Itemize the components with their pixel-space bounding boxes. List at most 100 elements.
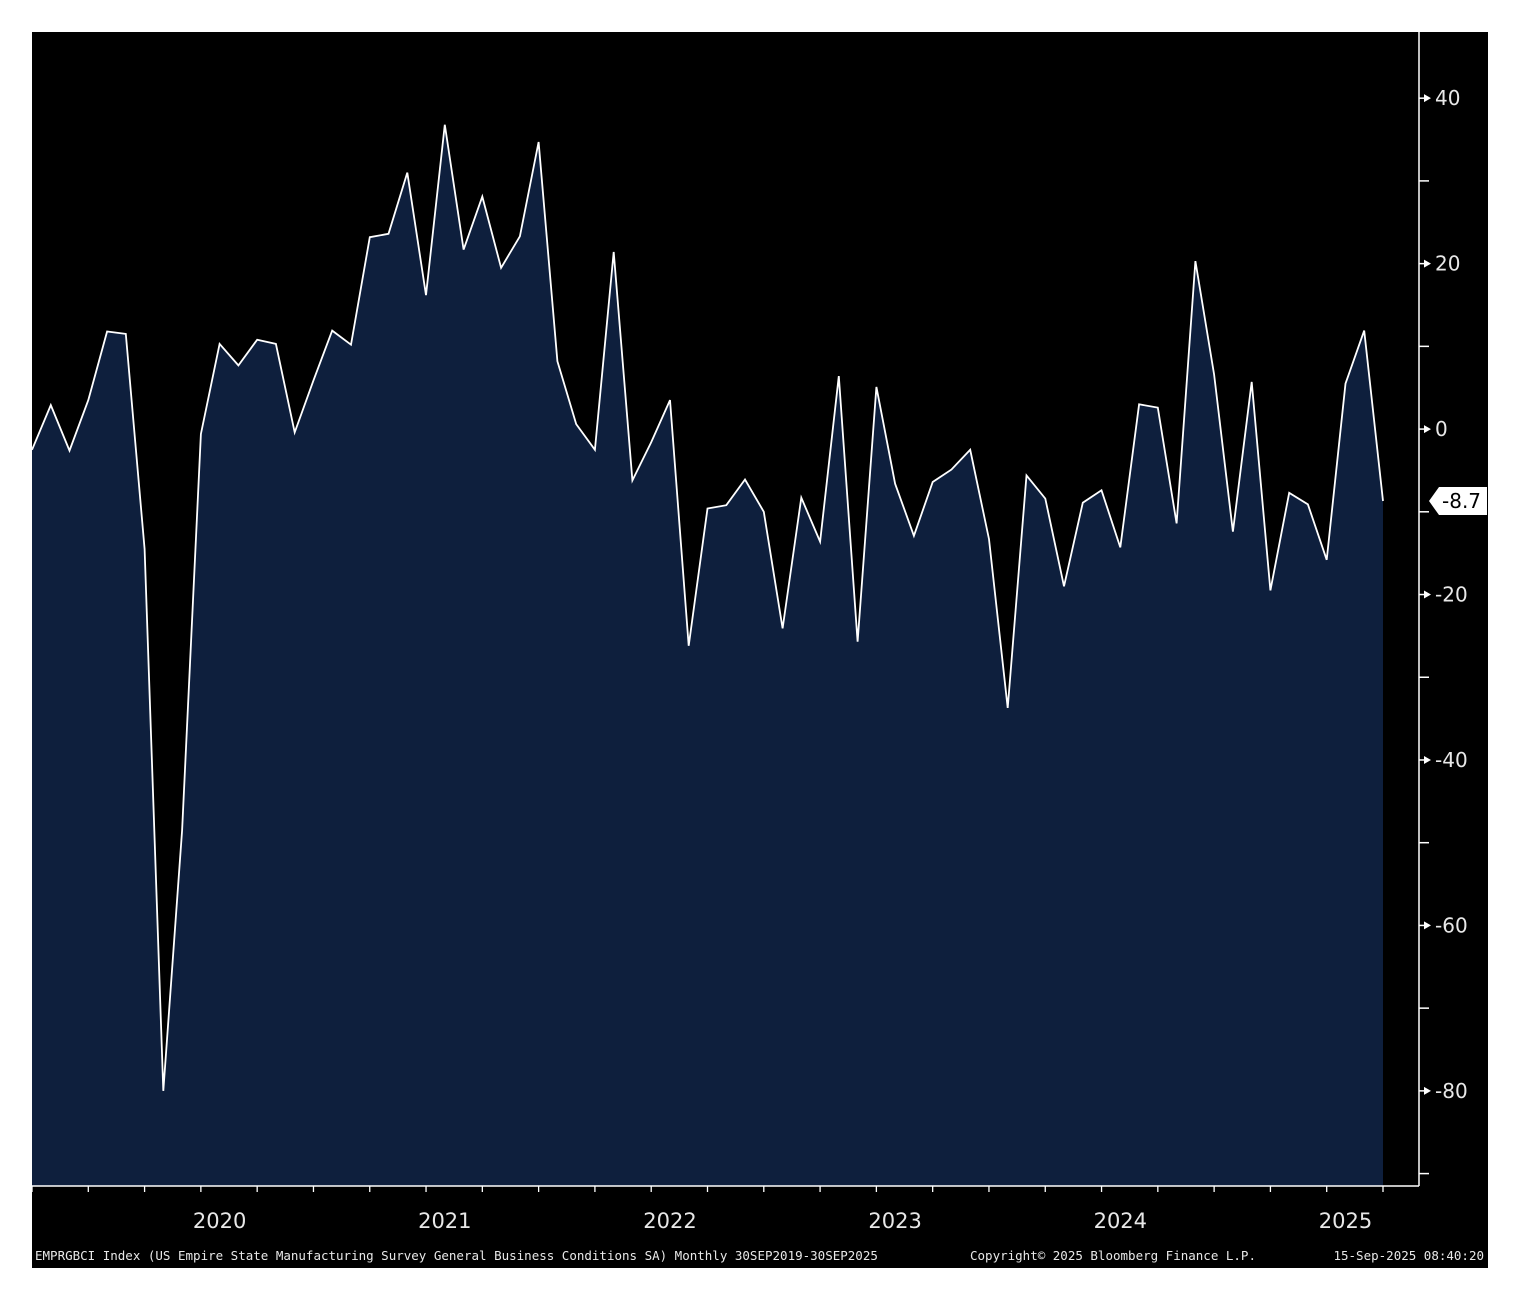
data-point bbox=[875, 386, 877, 388]
y-tick-label: -60 bbox=[1435, 913, 1468, 937]
data-point bbox=[294, 431, 296, 433]
data-point bbox=[162, 1090, 164, 1092]
data-point bbox=[256, 339, 258, 341]
data-point bbox=[144, 548, 146, 550]
last-value-label: -8.7 bbox=[1442, 489, 1481, 513]
data-point bbox=[1119, 546, 1121, 548]
data-point bbox=[481, 196, 483, 198]
data-point bbox=[1026, 474, 1028, 476]
data-point bbox=[1063, 585, 1065, 587]
data-point bbox=[1138, 403, 1140, 405]
y-tick-arrow bbox=[1424, 425, 1431, 434]
data-point bbox=[707, 508, 709, 510]
data-point bbox=[838, 375, 840, 377]
y-tick-label: -20 bbox=[1435, 583, 1468, 607]
data-point bbox=[763, 511, 765, 513]
data-point bbox=[313, 379, 315, 381]
data-point bbox=[932, 481, 934, 483]
y-tick-arrow bbox=[1424, 94, 1431, 103]
data-point bbox=[950, 469, 952, 471]
data-point bbox=[87, 399, 89, 401]
data-point bbox=[106, 331, 108, 333]
data-point bbox=[1326, 559, 1328, 561]
x-axis-year-labels: 2020 2021 2022 2023 2024 2025 bbox=[193, 1209, 1372, 1233]
data-point bbox=[1157, 407, 1159, 409]
data-point bbox=[650, 441, 652, 443]
data-point bbox=[556, 360, 558, 362]
data-point bbox=[688, 645, 690, 647]
y-tick-arrow bbox=[1424, 755, 1431, 764]
data-point bbox=[181, 829, 183, 831]
data-point bbox=[69, 450, 71, 452]
y-tick-arrow bbox=[1424, 259, 1431, 268]
data-point bbox=[969, 449, 971, 451]
data-point bbox=[894, 483, 896, 485]
y-tick-arrow bbox=[1424, 921, 1431, 930]
data-point bbox=[500, 267, 502, 269]
last-value-badge: -8.7 bbox=[1429, 487, 1487, 516]
footer-copyright: Copyright© 2025 Bloomberg Finance L.P. bbox=[970, 1248, 1256, 1263]
x-tick-label: 2025 bbox=[1319, 1209, 1372, 1233]
data-point bbox=[1007, 707, 1009, 709]
data-point bbox=[1382, 500, 1384, 502]
y-tick-arrow bbox=[1424, 1086, 1431, 1095]
data-point bbox=[631, 479, 633, 481]
data-point bbox=[519, 235, 521, 237]
x-tick-label: 2020 bbox=[193, 1209, 246, 1233]
footer-timestamp: 15-Sep-2025 08:40:20 bbox=[1333, 1248, 1484, 1263]
y-tick-arrow bbox=[1424, 590, 1431, 599]
y-axis-ticks: -80 -60 -40 -20 0 20 40 bbox=[1419, 86, 1468, 1175]
data-point bbox=[800, 497, 802, 499]
y-tick-label: 0 bbox=[1435, 417, 1448, 441]
data-point bbox=[1213, 374, 1215, 376]
last-value-badge-shape bbox=[1429, 487, 1487, 516]
series-area-fill bbox=[32, 124, 1383, 1187]
data-point bbox=[857, 641, 859, 643]
data-point bbox=[1232, 531, 1234, 533]
data-point bbox=[1194, 260, 1196, 262]
data-point bbox=[1363, 330, 1365, 332]
data-point bbox=[1269, 589, 1271, 591]
series-line bbox=[31, 124, 1384, 1091]
data-point bbox=[406, 172, 408, 174]
data-point bbox=[782, 627, 784, 629]
data-point bbox=[350, 344, 352, 346]
data-point bbox=[425, 294, 427, 296]
data-point bbox=[463, 249, 465, 251]
data-point bbox=[444, 124, 446, 126]
x-axis-ticks bbox=[31, 1186, 1384, 1192]
footer-description: EMPRGBCI Index (US Empire State Manufact… bbox=[35, 1248, 878, 1263]
data-point bbox=[31, 449, 33, 451]
data-point bbox=[275, 343, 277, 345]
x-tick-label: 2021 bbox=[418, 1209, 471, 1233]
x-tick-label: 2022 bbox=[643, 1209, 696, 1233]
data-point bbox=[237, 364, 239, 366]
data-point bbox=[1082, 502, 1084, 504]
data-point bbox=[613, 251, 615, 253]
data-point bbox=[988, 538, 990, 540]
data-point bbox=[819, 541, 821, 543]
data-point bbox=[1251, 381, 1253, 383]
data-point bbox=[219, 343, 221, 345]
data-point bbox=[388, 233, 390, 235]
data-point bbox=[1288, 492, 1290, 494]
x-tick-label: 2023 bbox=[868, 1209, 921, 1233]
data-point bbox=[369, 236, 371, 238]
data-point bbox=[913, 535, 915, 537]
data-point bbox=[1307, 503, 1309, 505]
data-point bbox=[538, 141, 540, 143]
y-tick-label: 40 bbox=[1435, 86, 1460, 110]
data-point bbox=[331, 330, 333, 332]
data-point bbox=[1101, 489, 1103, 491]
data-point bbox=[1345, 383, 1347, 385]
data-point bbox=[575, 423, 577, 425]
x-tick-label: 2024 bbox=[1094, 1209, 1147, 1233]
data-point bbox=[669, 399, 671, 401]
y-tick-label: 20 bbox=[1435, 252, 1460, 276]
data-point bbox=[200, 433, 202, 435]
data-point bbox=[725, 504, 727, 506]
y-tick-label: -80 bbox=[1435, 1079, 1468, 1103]
data-point bbox=[50, 404, 52, 406]
data-point bbox=[744, 479, 746, 481]
